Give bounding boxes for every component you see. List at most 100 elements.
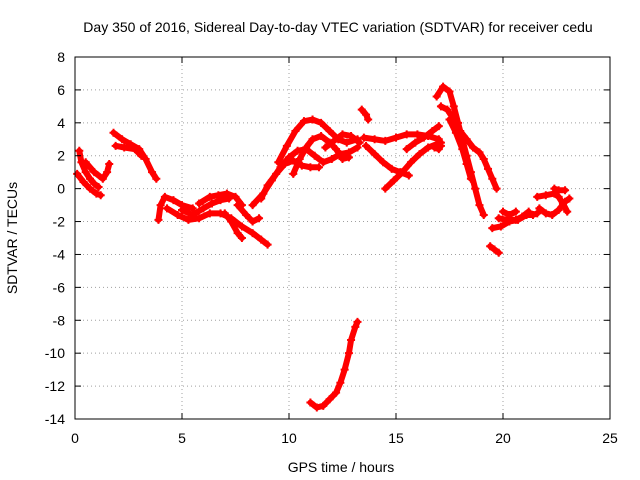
plot-frame xyxy=(74,56,611,420)
data-point xyxy=(248,217,257,226)
y-tick-label: 6 xyxy=(57,82,65,98)
chart-title: Day 350 of 2016, Sidereal Day-to-day VTE… xyxy=(83,19,592,35)
data-point xyxy=(85,184,94,193)
data-point xyxy=(347,336,356,345)
y-tick-label: -2 xyxy=(53,214,66,230)
data-point xyxy=(90,179,99,188)
data-point xyxy=(257,194,266,203)
data-point xyxy=(355,138,364,147)
data-point xyxy=(430,143,439,152)
data-point xyxy=(233,229,242,238)
data-point xyxy=(496,222,505,231)
data-point xyxy=(359,133,368,142)
data-point xyxy=(499,207,507,216)
x-tick-label: 20 xyxy=(495,430,511,446)
y-tick-label: -4 xyxy=(53,246,66,262)
data-point xyxy=(458,145,467,154)
data-series-arc17 xyxy=(321,130,364,152)
data-point xyxy=(479,210,488,219)
y-tick-label: -14 xyxy=(45,411,65,427)
data-point xyxy=(242,210,251,219)
y-tick-label: -8 xyxy=(53,312,66,328)
data-point xyxy=(347,131,356,140)
data-point xyxy=(327,155,336,164)
data-point xyxy=(282,141,291,150)
data-point xyxy=(353,143,362,152)
data-point xyxy=(533,209,542,218)
data-series-arc05 xyxy=(111,141,146,160)
data-point xyxy=(561,197,570,206)
data-series-arc33 xyxy=(550,184,570,195)
data-point xyxy=(535,204,544,213)
data-series-arc16 xyxy=(306,317,362,412)
data-point xyxy=(432,92,441,101)
data-point xyxy=(178,206,186,215)
data-point xyxy=(561,186,570,195)
data-point xyxy=(233,201,242,210)
data-point xyxy=(469,143,478,152)
data-point xyxy=(344,153,353,162)
data-point xyxy=(272,169,281,178)
data-point xyxy=(398,168,407,177)
data-series-arc08 xyxy=(178,194,234,219)
data-point xyxy=(111,141,120,150)
data-point xyxy=(340,365,349,374)
y-tick-label: -6 xyxy=(53,279,66,295)
data-point xyxy=(402,145,411,154)
data-point xyxy=(299,117,308,126)
data-point xyxy=(332,388,341,397)
data-point xyxy=(319,158,328,167)
data-point xyxy=(289,169,298,178)
data-series-arc23 xyxy=(430,141,445,154)
data-point xyxy=(227,217,236,226)
data-point xyxy=(329,136,338,145)
data-point xyxy=(237,222,246,231)
series-band xyxy=(196,190,245,209)
y-tick-label: -12 xyxy=(45,378,65,394)
data-point xyxy=(137,151,146,160)
data-point xyxy=(490,245,499,254)
data-point xyxy=(188,210,197,219)
data-point xyxy=(98,174,107,183)
data-point xyxy=(541,209,550,218)
y-axis-label: SDTVAR / TECUs xyxy=(4,182,20,294)
data-point xyxy=(169,196,178,205)
data-point xyxy=(466,174,475,183)
data-point xyxy=(548,210,557,219)
data-point xyxy=(96,191,105,200)
data-point xyxy=(351,322,360,331)
data-point xyxy=(263,181,272,190)
data-point xyxy=(370,150,379,159)
data-point xyxy=(387,164,396,173)
data-point xyxy=(511,207,520,216)
data-point xyxy=(404,171,413,180)
data-point xyxy=(392,133,400,142)
data-point xyxy=(120,143,129,152)
data-point xyxy=(471,184,480,193)
data-point xyxy=(344,349,353,358)
data-point xyxy=(81,158,90,167)
data-point xyxy=(462,135,471,144)
data-point xyxy=(475,201,484,210)
data-point xyxy=(484,164,493,173)
data-point xyxy=(317,118,326,127)
axis-ticks: 0 5 10 15 20 25 -14 -12 -10 -8 -6 -4 -2 0 2 4 6 8 xyxy=(45,49,618,446)
data-point xyxy=(118,135,127,144)
data-point xyxy=(160,192,169,201)
data-point xyxy=(462,159,471,168)
x-axis-label: GPS time / hours xyxy=(288,459,395,475)
data-point xyxy=(342,138,351,147)
y-tick-label: 2 xyxy=(57,148,65,164)
data-series-arc25 xyxy=(436,102,501,193)
data-point xyxy=(317,131,326,140)
data-point xyxy=(90,168,99,177)
data-point xyxy=(295,155,304,164)
data-point xyxy=(302,143,311,152)
data-point xyxy=(362,110,371,119)
data-point xyxy=(325,127,334,136)
data-point xyxy=(184,215,193,224)
data-point xyxy=(156,201,165,210)
data-point xyxy=(554,206,563,215)
data-series-arc01 xyxy=(75,146,103,191)
data-point xyxy=(255,214,264,223)
